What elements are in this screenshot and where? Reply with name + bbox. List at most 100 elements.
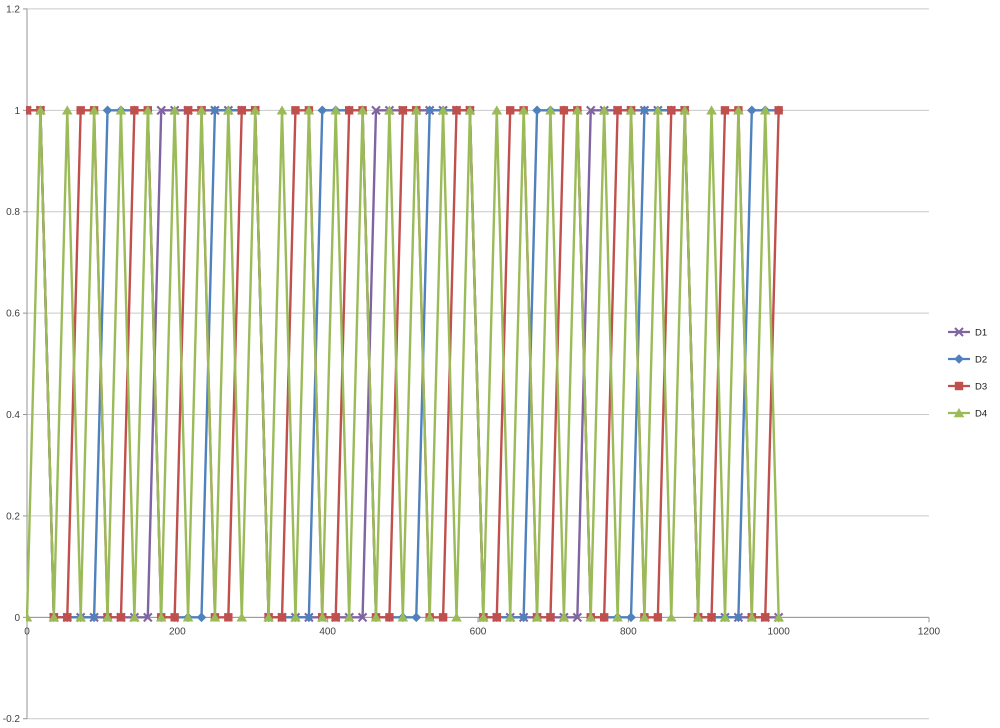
D4-marker	[746, 612, 758, 622]
D4-marker	[719, 612, 731, 622]
D4-marker	[330, 105, 342, 115]
D4-marker	[88, 105, 100, 115]
D3-marker	[546, 613, 555, 622]
D4-marker	[572, 105, 583, 115]
D3-marker	[277, 613, 287, 622]
D3-marker	[599, 613, 609, 622]
D3-marker	[183, 106, 193, 115]
D3-marker	[26, 106, 32, 115]
D2-marker	[733, 612, 744, 623]
D4-marker	[384, 105, 395, 115]
legend-marker-D3	[954, 381, 964, 391]
D4-marker	[75, 612, 86, 622]
D1-marker	[572, 612, 583, 623]
D1-marker	[143, 612, 153, 623]
D4-marker	[652, 105, 664, 115]
D3-marker	[653, 613, 663, 622]
D3-marker	[398, 106, 408, 115]
D3-marker	[224, 613, 233, 622]
y-axis-tick-label: 0.8	[6, 207, 20, 218]
D4-marker	[209, 612, 221, 622]
D3-marker	[667, 106, 676, 115]
D2-marker	[317, 105, 328, 116]
D4-marker	[249, 105, 261, 115]
D4-marker	[585, 612, 597, 622]
D4-marker	[115, 105, 127, 115]
D4-marker	[491, 105, 503, 115]
legend: D1 D2 D3 D4	[948, 327, 987, 420]
D4-marker	[504, 612, 516, 622]
D4-marker	[316, 612, 328, 622]
D4-marker	[692, 612, 704, 622]
D4-marker	[196, 105, 207, 115]
D4-marker	[437, 105, 449, 115]
D4-marker	[223, 105, 234, 115]
D2-marker	[518, 612, 529, 623]
D4-marker	[733, 105, 744, 115]
series-line-D2	[27, 109, 779, 619]
D4-marker	[518, 105, 529, 115]
D4-marker	[290, 612, 301, 622]
x-axis-tick-label: 0	[24, 626, 30, 637]
D2-marker	[626, 612, 636, 623]
D3-marker	[506, 106, 515, 115]
D4-marker	[182, 612, 194, 622]
legend-marker-D2	[954, 354, 964, 364]
y-axis-tick-label: 0	[14, 613, 20, 624]
D2-marker	[747, 105, 757, 116]
x-axis-tick-label: 1200	[918, 626, 941, 637]
x-axis-tick-label: 200	[169, 626, 186, 637]
y-axis-tick-label: 1.2	[6, 4, 20, 15]
D3-marker	[63, 613, 72, 622]
plot-area	[26, 105, 784, 623]
D3-marker	[492, 613, 501, 622]
y-axis-tick-label: 0.4	[6, 410, 20, 421]
D4-marker	[558, 612, 570, 622]
D3-marker	[344, 106, 354, 115]
D4-marker	[612, 612, 623, 622]
D1-marker	[357, 612, 368, 623]
D4-marker	[155, 612, 167, 622]
D4-marker	[236, 612, 248, 622]
D3-marker	[170, 613, 179, 622]
D2-marker	[411, 612, 422, 623]
D4-marker	[759, 105, 771, 115]
y-axis-tick-label: -0.2	[3, 714, 21, 725]
legend-label-D2: D2	[975, 355, 987, 366]
D2-marker	[532, 105, 542, 116]
D4-marker	[665, 612, 677, 622]
series-line-D1	[27, 109, 779, 619]
legend-marker-D4	[953, 408, 965, 418]
D4-marker	[531, 612, 543, 622]
x-axis-tick-label: 400	[319, 626, 336, 637]
D3-marker	[116, 613, 126, 622]
D2-marker	[196, 612, 207, 623]
D3-marker	[237, 106, 246, 115]
D3-marker	[707, 613, 716, 622]
D2-marker	[89, 612, 99, 623]
D4-marker	[129, 612, 140, 622]
D4-marker	[370, 612, 382, 622]
D4-marker	[679, 105, 691, 115]
D4-marker	[424, 612, 435, 622]
D4-marker	[357, 105, 368, 115]
series-line-D3	[27, 109, 780, 619]
x-axis-tick-label: 1000	[768, 626, 791, 637]
D3-marker	[774, 106, 783, 115]
legend-item-D4: D4	[948, 408, 987, 420]
D4-marker	[263, 612, 274, 622]
D2-marker	[639, 105, 650, 116]
D4-marker	[545, 105, 556, 115]
D3-marker	[130, 106, 139, 115]
D4-marker	[451, 612, 462, 622]
D4-marker	[276, 105, 288, 115]
D4-marker	[35, 105, 46, 115]
D4-marker	[142, 105, 154, 115]
x-axis-tick-label: 600	[470, 626, 487, 637]
D1-marker	[371, 105, 381, 116]
legend-label-D4: D4	[975, 409, 987, 420]
D4-marker	[639, 612, 650, 622]
D4-marker	[169, 105, 180, 115]
D3-marker	[761, 613, 770, 622]
